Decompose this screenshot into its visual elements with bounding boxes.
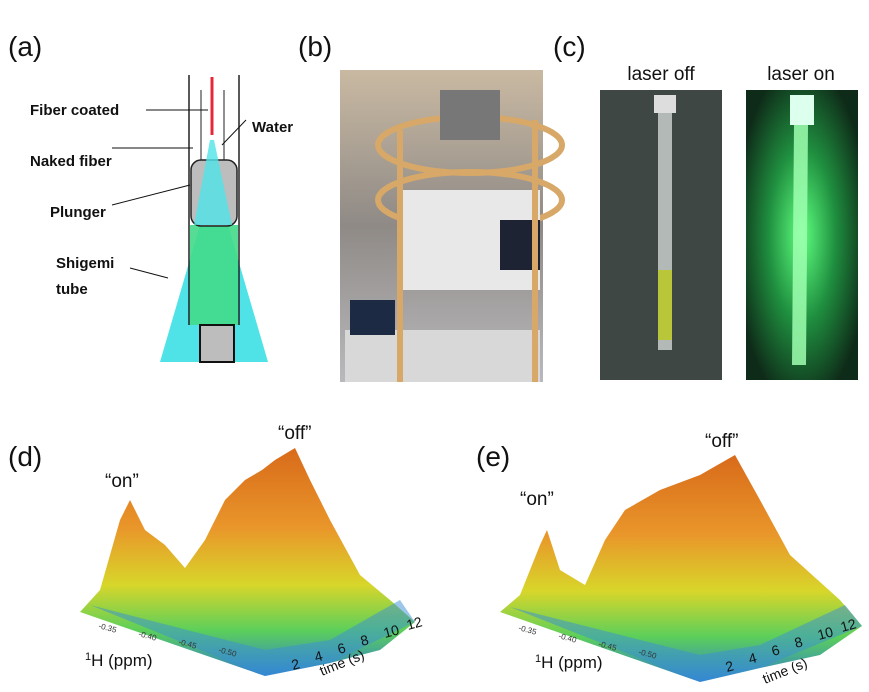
- annotation: Fiber coated: [30, 102, 119, 119]
- axis-label-text: H (ppm): [91, 651, 152, 670]
- schematic: Fiber coated Water Naked fiber Plunger S…: [30, 75, 293, 363]
- annotation: tube: [56, 281, 88, 298]
- caption: laser off: [627, 64, 695, 85]
- panel-label: (e): [476, 441, 510, 472]
- axis-label-text: H (ppm): [541, 653, 602, 672]
- time-tick-label: 12: [405, 613, 424, 633]
- time-tick-label: 2: [290, 655, 302, 673]
- panel-label: (d): [8, 441, 42, 472]
- annotation: Naked fiber: [30, 153, 112, 170]
- probe-top: [440, 90, 500, 140]
- panel-label: (b): [298, 31, 332, 62]
- desk: [345, 330, 540, 382]
- surface-plot: [80, 448, 862, 682]
- superscript: 1: [85, 651, 91, 663]
- panel-label: (a): [8, 31, 42, 62]
- x-tick-label: -0.35: [517, 623, 537, 637]
- light-beam: [194, 140, 232, 225]
- caption: laser on: [767, 64, 835, 85]
- time-tick-label: 8: [793, 633, 805, 651]
- peak-label: “off”: [278, 423, 311, 444]
- cap: [790, 95, 814, 125]
- tube: [792, 125, 808, 365]
- surface-shade: [510, 605, 862, 682]
- time-tick-label: 4: [747, 649, 759, 667]
- peak-label: “on”: [520, 489, 554, 510]
- sample: [190, 225, 238, 325]
- time-tick-label: 10: [382, 621, 401, 641]
- arrows: [111, 109, 247, 279]
- annotation: Water: [252, 119, 293, 136]
- time-tick-label: 8: [359, 631, 371, 649]
- sample: [658, 270, 672, 340]
- annotation: Plunger: [50, 204, 106, 221]
- tube-bottom: [199, 324, 235, 363]
- surface-shade: [90, 600, 415, 676]
- time-tick-label: 2: [724, 657, 736, 675]
- surface: [80, 448, 415, 676]
- surface: [500, 455, 862, 682]
- peak-label: “on”: [105, 471, 139, 492]
- cap: [654, 95, 676, 113]
- time-tick-label: 4: [313, 647, 325, 665]
- panel-label: (c): [553, 31, 586, 62]
- time-tick-label: 6: [770, 641, 782, 659]
- time-tick-label: 10: [816, 623, 835, 643]
- time-tick-label: 12: [839, 615, 858, 635]
- photo-laser-off: [600, 90, 722, 380]
- superscript: 1: [535, 653, 541, 665]
- annotation: Shigemi: [56, 255, 114, 272]
- axis-label: 1H (ppm): [85, 651, 153, 670]
- photo-setup: [340, 70, 565, 382]
- laptop: [350, 300, 395, 335]
- time-tick-label: 6: [336, 639, 348, 657]
- peak-label: “off”: [705, 431, 738, 452]
- axis-label: 1H (ppm): [535, 653, 603, 672]
- photo-laser-on: [746, 90, 858, 380]
